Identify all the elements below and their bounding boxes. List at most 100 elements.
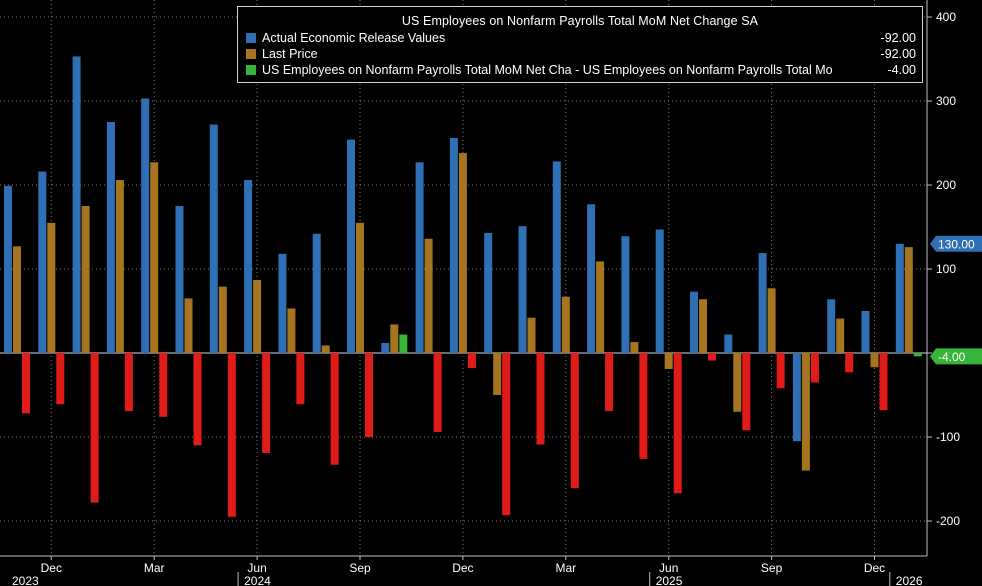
bar-difference [22, 353, 30, 414]
bars [4, 56, 922, 517]
legend-swatch-actual [246, 33, 256, 43]
bar-actual [655, 229, 664, 353]
bar-difference [124, 353, 133, 411]
bar-actual [381, 342, 390, 353]
bar-last-price [699, 299, 707, 353]
bar-difference [845, 353, 854, 373]
bar-actual [38, 171, 47, 353]
bar-actual [792, 353, 801, 442]
bar-difference [913, 353, 922, 357]
bar-last-price [493, 353, 502, 395]
bar-difference [673, 353, 682, 494]
bar-difference [365, 353, 373, 437]
bar-difference [536, 353, 545, 445]
bar-actual [724, 334, 733, 353]
x-year-label: 2026 [896, 574, 923, 586]
bar-actual [449, 137, 458, 353]
x-tick-label: Dec [864, 561, 885, 575]
value-tag-actual [930, 235, 982, 252]
bar-last-price [184, 298, 193, 353]
bar-last-price [767, 288, 776, 353]
legend-value-last-price: -92.00 [880, 47, 916, 61]
bar-last-price [253, 279, 262, 353]
bar-last-price [13, 246, 21, 353]
bar-actual [827, 299, 836, 353]
bar-actual [758, 253, 767, 353]
x-tick-label: Dec [41, 561, 62, 575]
x-year-label: 2023 [12, 574, 39, 586]
bar-actual [690, 291, 698, 353]
bar-actual [278, 253, 287, 353]
bar-difference [605, 353, 614, 411]
value-tag-actual-label: 130.00 [938, 237, 975, 251]
bar-last-price [115, 179, 124, 353]
bar-actual [621, 236, 630, 353]
x-tick-label: Jun [247, 561, 266, 575]
bar-difference [810, 353, 819, 383]
bar-last-price [150, 162, 159, 353]
bar-last-price [630, 342, 639, 353]
bar-last-price [870, 353, 879, 368]
bar-last-price [527, 317, 536, 353]
bar-last-price [733, 353, 742, 412]
bar-difference [879, 353, 888, 411]
bar-last-price [561, 296, 570, 353]
bar-difference [296, 353, 305, 405]
bar-difference [776, 353, 785, 389]
bar-difference [502, 353, 511, 516]
bar-actual [895, 243, 904, 353]
bar-actual [106, 122, 115, 353]
x-tick-label: Sep [761, 561, 783, 575]
bar-difference [708, 353, 716, 361]
value-tag-difference [930, 348, 982, 365]
legend-value-actual: -92.00 [880, 31, 916, 45]
legend-swatch-last-price [246, 49, 256, 59]
bar-actual [244, 179, 253, 353]
bar-difference [742, 353, 751, 431]
bar-actual [415, 162, 424, 353]
legend-swatch-difference [246, 65, 256, 75]
legend-label-last-price: Last Price [262, 47, 318, 61]
bar-last-price [218, 286, 227, 353]
bar-last-price [287, 308, 296, 353]
bar-actual [518, 226, 527, 353]
y-tick-label: 100 [936, 262, 956, 276]
bar-actual [141, 98, 150, 353]
legend-label-difference: US Employees on Nonfarm Payrolls Total M… [262, 63, 833, 77]
bar-last-price [664, 353, 673, 369]
x-tick-label: Sep [349, 561, 371, 575]
bar-actual [587, 204, 596, 353]
bar-difference [227, 353, 236, 517]
bar-last-price [81, 206, 90, 353]
legend: US Employees on Nonfarm Payrolls Total M… [237, 6, 923, 83]
y-tick-label: -100 [936, 430, 960, 444]
bar-actual [347, 139, 355, 353]
bar-actual [312, 233, 321, 353]
bar-difference [56, 353, 65, 405]
y-tick-label: 200 [936, 178, 956, 192]
bar-difference [570, 353, 579, 489]
bar-last-price [596, 261, 605, 353]
bar-actual [175, 206, 184, 353]
legend-title: US Employees on Nonfarm Payrolls Total M… [401, 14, 759, 28]
bar-difference [193, 353, 202, 446]
y-tick-label: 400 [936, 10, 956, 24]
bar-difference [330, 353, 339, 465]
bar-difference [159, 353, 168, 417]
bar-last-price [801, 353, 810, 471]
y-tick-label: -200 [936, 514, 960, 528]
x-year-label: 2025 [656, 574, 683, 586]
y-axis: -200 -100 100 200 300 400 [926, 0, 960, 556]
bar-difference [262, 353, 271, 453]
bar-difference [433, 353, 442, 432]
bar-actual [861, 311, 870, 353]
legend-value-difference: -4.00 [887, 63, 917, 77]
bar-actual [72, 56, 81, 353]
bar-last-price [424, 238, 433, 353]
bar-difference [90, 353, 99, 503]
bar-difference [467, 353, 476, 369]
bar-last-price [458, 153, 467, 353]
legend-row-actual: Actual Economic Release Values -92.00 [246, 31, 916, 46]
